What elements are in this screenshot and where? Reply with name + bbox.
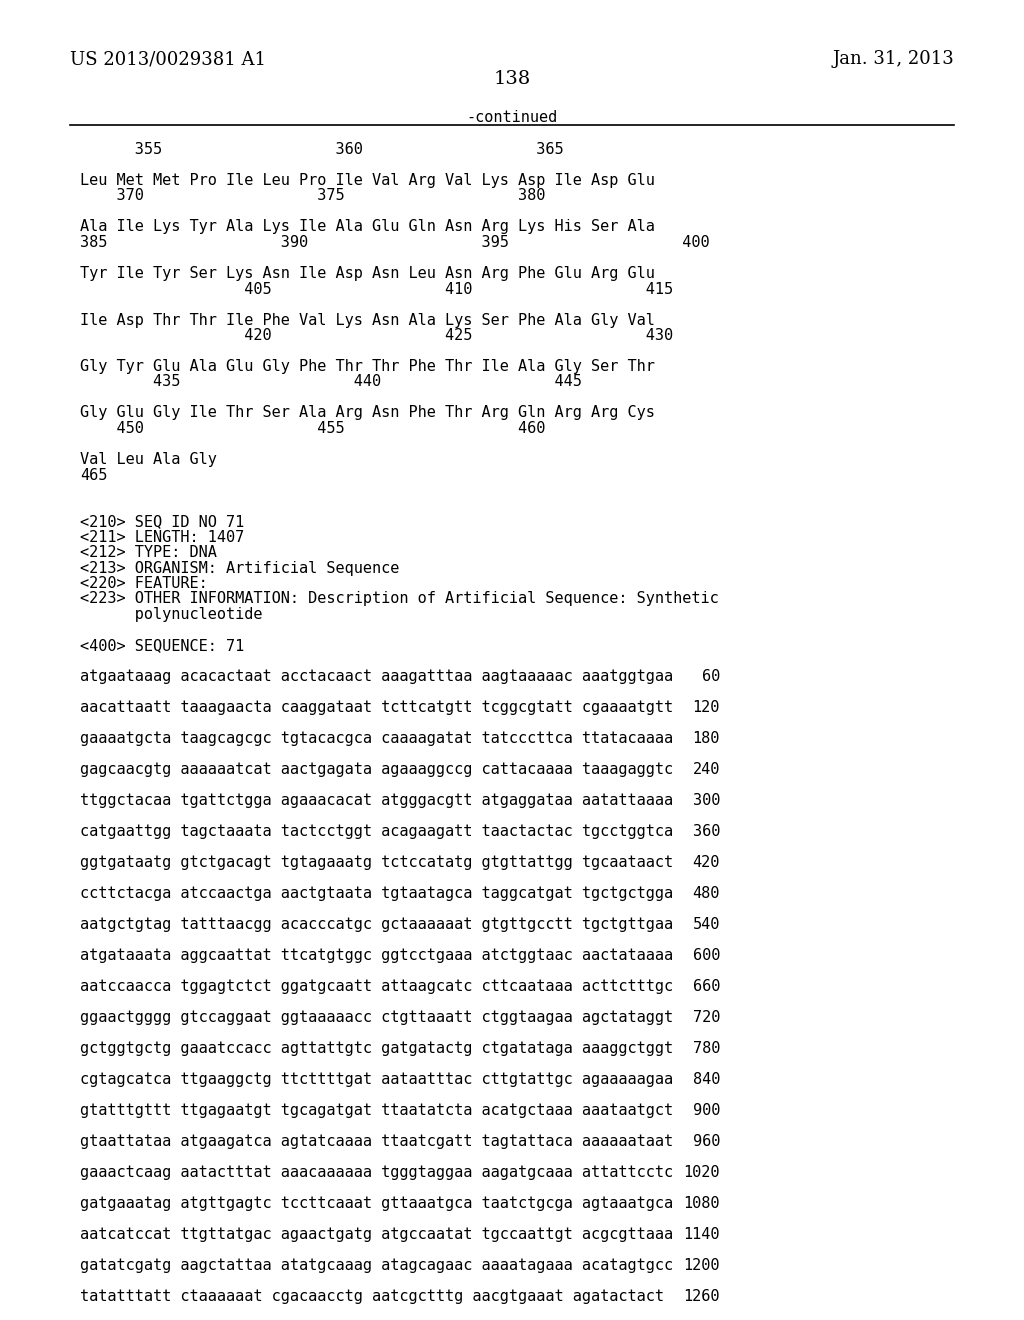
Text: gatgaaatag atgttgagtc tccttcaaat gttaaatgca taatctgcga agtaaatgca: gatgaaatag atgttgagtc tccttcaaat gttaaat… bbox=[80, 1196, 673, 1210]
Text: <212> TYPE: DNA: <212> TYPE: DNA bbox=[80, 545, 217, 560]
Text: 1080: 1080 bbox=[683, 1196, 720, 1210]
Text: Leu Met Met Pro Ile Leu Pro Ile Val Arg Val Lys Asp Ile Asp Glu: Leu Met Met Pro Ile Leu Pro Ile Val Arg … bbox=[80, 173, 655, 187]
Text: 355                   360                   365: 355 360 365 bbox=[80, 143, 563, 157]
Text: aatccaacca tggagtctct ggatgcaatt attaagcatc cttcaataaa acttctttgc: aatccaacca tggagtctct ggatgcaatt attaagc… bbox=[80, 979, 673, 994]
Text: Val Leu Ala Gly: Val Leu Ala Gly bbox=[80, 451, 217, 467]
Text: 720: 720 bbox=[692, 1010, 720, 1026]
Text: 385                   390                   395                   400: 385 390 395 400 bbox=[80, 235, 710, 249]
Text: gatatcgatg aagctattaa atatgcaaag atagcagaac aaaatagaaa acatagtgcc: gatatcgatg aagctattaa atatgcaaag atagcag… bbox=[80, 1258, 673, 1272]
Text: Gly Tyr Glu Ala Glu Gly Phe Thr Thr Phe Thr Ile Ala Gly Ser Thr: Gly Tyr Glu Ala Glu Gly Phe Thr Thr Phe … bbox=[80, 359, 655, 374]
Text: gaaaatgcta taagcagcgc tgtacacgca caaaagatat tatcccttca ttatacaaaa: gaaaatgcta taagcagcgc tgtacacgca caaaaga… bbox=[80, 731, 673, 746]
Text: <223> OTHER INFORMATION: Description of Artificial Sequence: Synthetic: <223> OTHER INFORMATION: Description of … bbox=[80, 591, 719, 606]
Text: <400> SEQUENCE: 71: <400> SEQUENCE: 71 bbox=[80, 638, 245, 653]
Text: 300: 300 bbox=[692, 793, 720, 808]
Text: 120: 120 bbox=[692, 700, 720, 715]
Text: 1200: 1200 bbox=[683, 1258, 720, 1272]
Text: atgataaata aggcaattat ttcatgtggc ggtcctgaaa atctggtaac aactataaaa: atgataaata aggcaattat ttcatgtggc ggtcctg… bbox=[80, 948, 673, 964]
Text: gaaactcaag aatactttat aaacaaaaaa tgggtaggaa aagatgcaaa attattcctc: gaaactcaag aatactttat aaacaaaaaa tgggtag… bbox=[80, 1166, 673, 1180]
Text: 660: 660 bbox=[692, 979, 720, 994]
Text: 540: 540 bbox=[692, 917, 720, 932]
Text: Tyr Ile Tyr Ser Lys Asn Ile Asp Asn Leu Asn Arg Phe Glu Arg Glu: Tyr Ile Tyr Ser Lys Asn Ile Asp Asn Leu … bbox=[80, 267, 655, 281]
Text: 1260: 1260 bbox=[683, 1290, 720, 1304]
Text: 780: 780 bbox=[692, 1041, 720, 1056]
Text: gtaattataa atgaagatca agtatcaaaa ttaatcgatt tagtattaca aaaaaataat: gtaattataa atgaagatca agtatcaaaa ttaatcg… bbox=[80, 1134, 673, 1148]
Text: 900: 900 bbox=[692, 1104, 720, 1118]
Text: 435                   440                   445: 435 440 445 bbox=[80, 375, 582, 389]
Text: ggtgataatg gtctgacagt tgtagaaatg tctccatatg gtgttattgg tgcaataact: ggtgataatg gtctgacagt tgtagaaatg tctccat… bbox=[80, 855, 673, 870]
Text: 138: 138 bbox=[494, 70, 530, 88]
Text: US 2013/0029381 A1: US 2013/0029381 A1 bbox=[70, 50, 266, 69]
Text: <213> ORGANISM: Artificial Sequence: <213> ORGANISM: Artificial Sequence bbox=[80, 561, 399, 576]
Text: gagcaacgtg aaaaaatcat aactgagata agaaaggccg cattacaaaa taaagaggtc: gagcaacgtg aaaaaatcat aactgagata agaaagg… bbox=[80, 762, 673, 777]
Text: Ile Asp Thr Thr Ile Phe Val Lys Asn Ala Lys Ser Phe Ala Gly Val: Ile Asp Thr Thr Ile Phe Val Lys Asn Ala … bbox=[80, 313, 655, 327]
Text: aacattaatt taaagaacta caaggataat tcttcatgtt tcggcgtatt cgaaaatgtt: aacattaatt taaagaacta caaggataat tcttcat… bbox=[80, 700, 673, 715]
Text: 240: 240 bbox=[692, 762, 720, 777]
Text: ttggctacaa tgattctgga agaaacacat atgggacgtt atgaggataa aatattaaaa: ttggctacaa tgattctgga agaaacacat atgggac… bbox=[80, 793, 673, 808]
Text: 480: 480 bbox=[692, 886, 720, 902]
Text: polynucleotide: polynucleotide bbox=[80, 607, 262, 622]
Text: 370                   375                   380: 370 375 380 bbox=[80, 189, 546, 203]
Text: 180: 180 bbox=[692, 731, 720, 746]
Text: aatgctgtag tatttaacgg acacccatgc gctaaaaaat gtgttgcctt tgctgttgaa: aatgctgtag tatttaacgg acacccatgc gctaaaa… bbox=[80, 917, 673, 932]
Text: gctggtgctg gaaatccacc agttattgtc gatgatactg ctgatataga aaaggctggt: gctggtgctg gaaatccacc agttattgtc gatgata… bbox=[80, 1041, 673, 1056]
Text: Ala Ile Lys Tyr Ala Lys Ile Ala Glu Gln Asn Arg Lys His Ser Ala: Ala Ile Lys Tyr Ala Lys Ile Ala Glu Gln … bbox=[80, 219, 655, 235]
Text: 450                   455                   460: 450 455 460 bbox=[80, 421, 546, 436]
Text: 465: 465 bbox=[80, 467, 108, 483]
Text: ccttctacga atccaactga aactgtaata tgtaatagca taggcatgat tgctgctgga: ccttctacga atccaactga aactgtaata tgtaata… bbox=[80, 886, 673, 902]
Text: 840: 840 bbox=[692, 1072, 720, 1086]
Text: 1140: 1140 bbox=[683, 1228, 720, 1242]
Text: catgaattgg tagctaaata tactcctggt acagaagatt taactactac tgcctggtca: catgaattgg tagctaaata tactcctggt acagaag… bbox=[80, 824, 673, 840]
Text: 600: 600 bbox=[692, 948, 720, 964]
Text: aatcatccat ttgttatgac agaactgatg atgccaatat tgccaattgt acgcgttaaa: aatcatccat ttgttatgac agaactgatg atgccaa… bbox=[80, 1228, 673, 1242]
Text: 1020: 1020 bbox=[683, 1166, 720, 1180]
Text: <210> SEQ ID NO 71: <210> SEQ ID NO 71 bbox=[80, 513, 245, 529]
Text: atgaataaag acacactaat acctacaact aaagatttaa aagtaaaaac aaatggtgaa: atgaataaag acacactaat acctacaact aaagatt… bbox=[80, 669, 673, 684]
Text: Gly Glu Gly Ile Thr Ser Ala Arg Asn Phe Thr Arg Gln Arg Arg Cys: Gly Glu Gly Ile Thr Ser Ala Arg Asn Phe … bbox=[80, 405, 655, 421]
Text: -continued: -continued bbox=[466, 110, 558, 125]
Text: tatatttatt ctaaaaaat cgacaacctg aatcgctttg aacgtgaaat agatactact: tatatttatt ctaaaaaat cgacaacctg aatcgctt… bbox=[80, 1290, 664, 1304]
Text: 360: 360 bbox=[692, 824, 720, 840]
Text: 405                   410                   415: 405 410 415 bbox=[80, 281, 673, 297]
Text: gtatttgttt ttgagaatgt tgcagatgat ttaatatcta acatgctaaa aaataatgct: gtatttgttt ttgagaatgt tgcagatgat ttaatat… bbox=[80, 1104, 673, 1118]
Text: 60: 60 bbox=[701, 669, 720, 684]
Text: ggaactgggg gtccaggaat ggtaaaaacc ctgttaaatt ctggtaagaa agctataggt: ggaactgggg gtccaggaat ggtaaaaacc ctgttaa… bbox=[80, 1010, 673, 1026]
Text: 960: 960 bbox=[692, 1134, 720, 1148]
Text: Jan. 31, 2013: Jan. 31, 2013 bbox=[833, 50, 954, 69]
Text: cgtagcatca ttgaaggctg ttcttttgat aataatttac cttgtattgc agaaaaagaa: cgtagcatca ttgaaggctg ttcttttgat aataatt… bbox=[80, 1072, 673, 1086]
Text: <211> LENGTH: 1407: <211> LENGTH: 1407 bbox=[80, 529, 245, 544]
Text: 420: 420 bbox=[692, 855, 720, 870]
Text: 420                   425                   430: 420 425 430 bbox=[80, 327, 673, 343]
Text: <220> FEATURE:: <220> FEATURE: bbox=[80, 576, 208, 591]
